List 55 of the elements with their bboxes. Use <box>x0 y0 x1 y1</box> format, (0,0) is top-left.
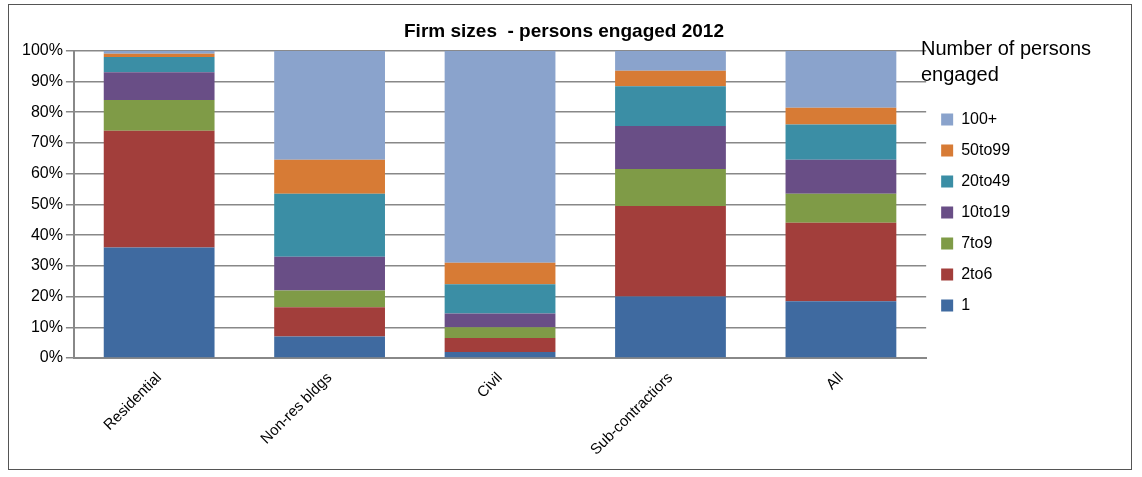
bar <box>785 50 897 108</box>
bar <box>444 284 556 314</box>
legend-label: 50to99 <box>961 140 1099 158</box>
bar <box>444 262 556 285</box>
bar <box>274 193 385 257</box>
y-tick-label: 90% <box>30 71 63 89</box>
bar <box>785 159 897 194</box>
bar <box>615 70 726 87</box>
bar <box>785 107 897 125</box>
chart-title: Firm sizes - persons engaged 2012 <box>404 19 724 41</box>
y-tick-label: 70% <box>30 133 63 151</box>
legend-label: 20to49 <box>961 171 1099 189</box>
y-tick-label: 100% <box>22 41 63 59</box>
bar <box>274 256 385 291</box>
legend-label: 1 <box>961 295 1059 313</box>
y-tick-label: 20% <box>30 287 63 304</box>
bar <box>274 290 385 308</box>
bar <box>785 301 897 358</box>
bar <box>615 86 726 127</box>
bar <box>444 50 556 263</box>
bar <box>785 193 897 223</box>
bar <box>103 72 215 100</box>
bar <box>615 296 726 358</box>
bar <box>615 126 726 170</box>
bar <box>103 247 215 358</box>
y-tick-label: 80% <box>30 102 63 120</box>
bar <box>615 50 726 71</box>
bar <box>444 338 556 352</box>
bar <box>444 313 556 328</box>
y-tick-label: 60% <box>30 164 63 182</box>
y-tick-label: 0% <box>39 348 63 366</box>
bar <box>274 159 385 194</box>
x-tick-label: Civil <box>473 368 506 401</box>
bar <box>103 56 215 73</box>
bar <box>103 99 215 131</box>
bar <box>274 336 385 358</box>
legend-label: 100+ <box>961 109 1087 127</box>
bar <box>274 307 385 337</box>
bar <box>785 124 897 160</box>
bar <box>444 351 556 358</box>
bar <box>615 205 726 297</box>
bar <box>103 130 215 248</box>
y-tick-label: 30% <box>30 256 63 274</box>
legend-label: 7to9 <box>961 233 1082 251</box>
legend-label: 10to19 <box>961 202 1099 220</box>
y-tick-label: 50% <box>30 194 63 212</box>
legend-label: 2to6 <box>961 264 1082 282</box>
x-tick-label: All <box>822 368 846 393</box>
legend-title: Number of persons engaged <box>921 36 1093 87</box>
bar <box>274 50 385 160</box>
bar <box>615 169 726 206</box>
bar <box>785 222 897 302</box>
y-tick-label: 40% <box>30 225 63 243</box>
bar <box>444 327 556 339</box>
y-tick-label: 10% <box>30 317 63 335</box>
